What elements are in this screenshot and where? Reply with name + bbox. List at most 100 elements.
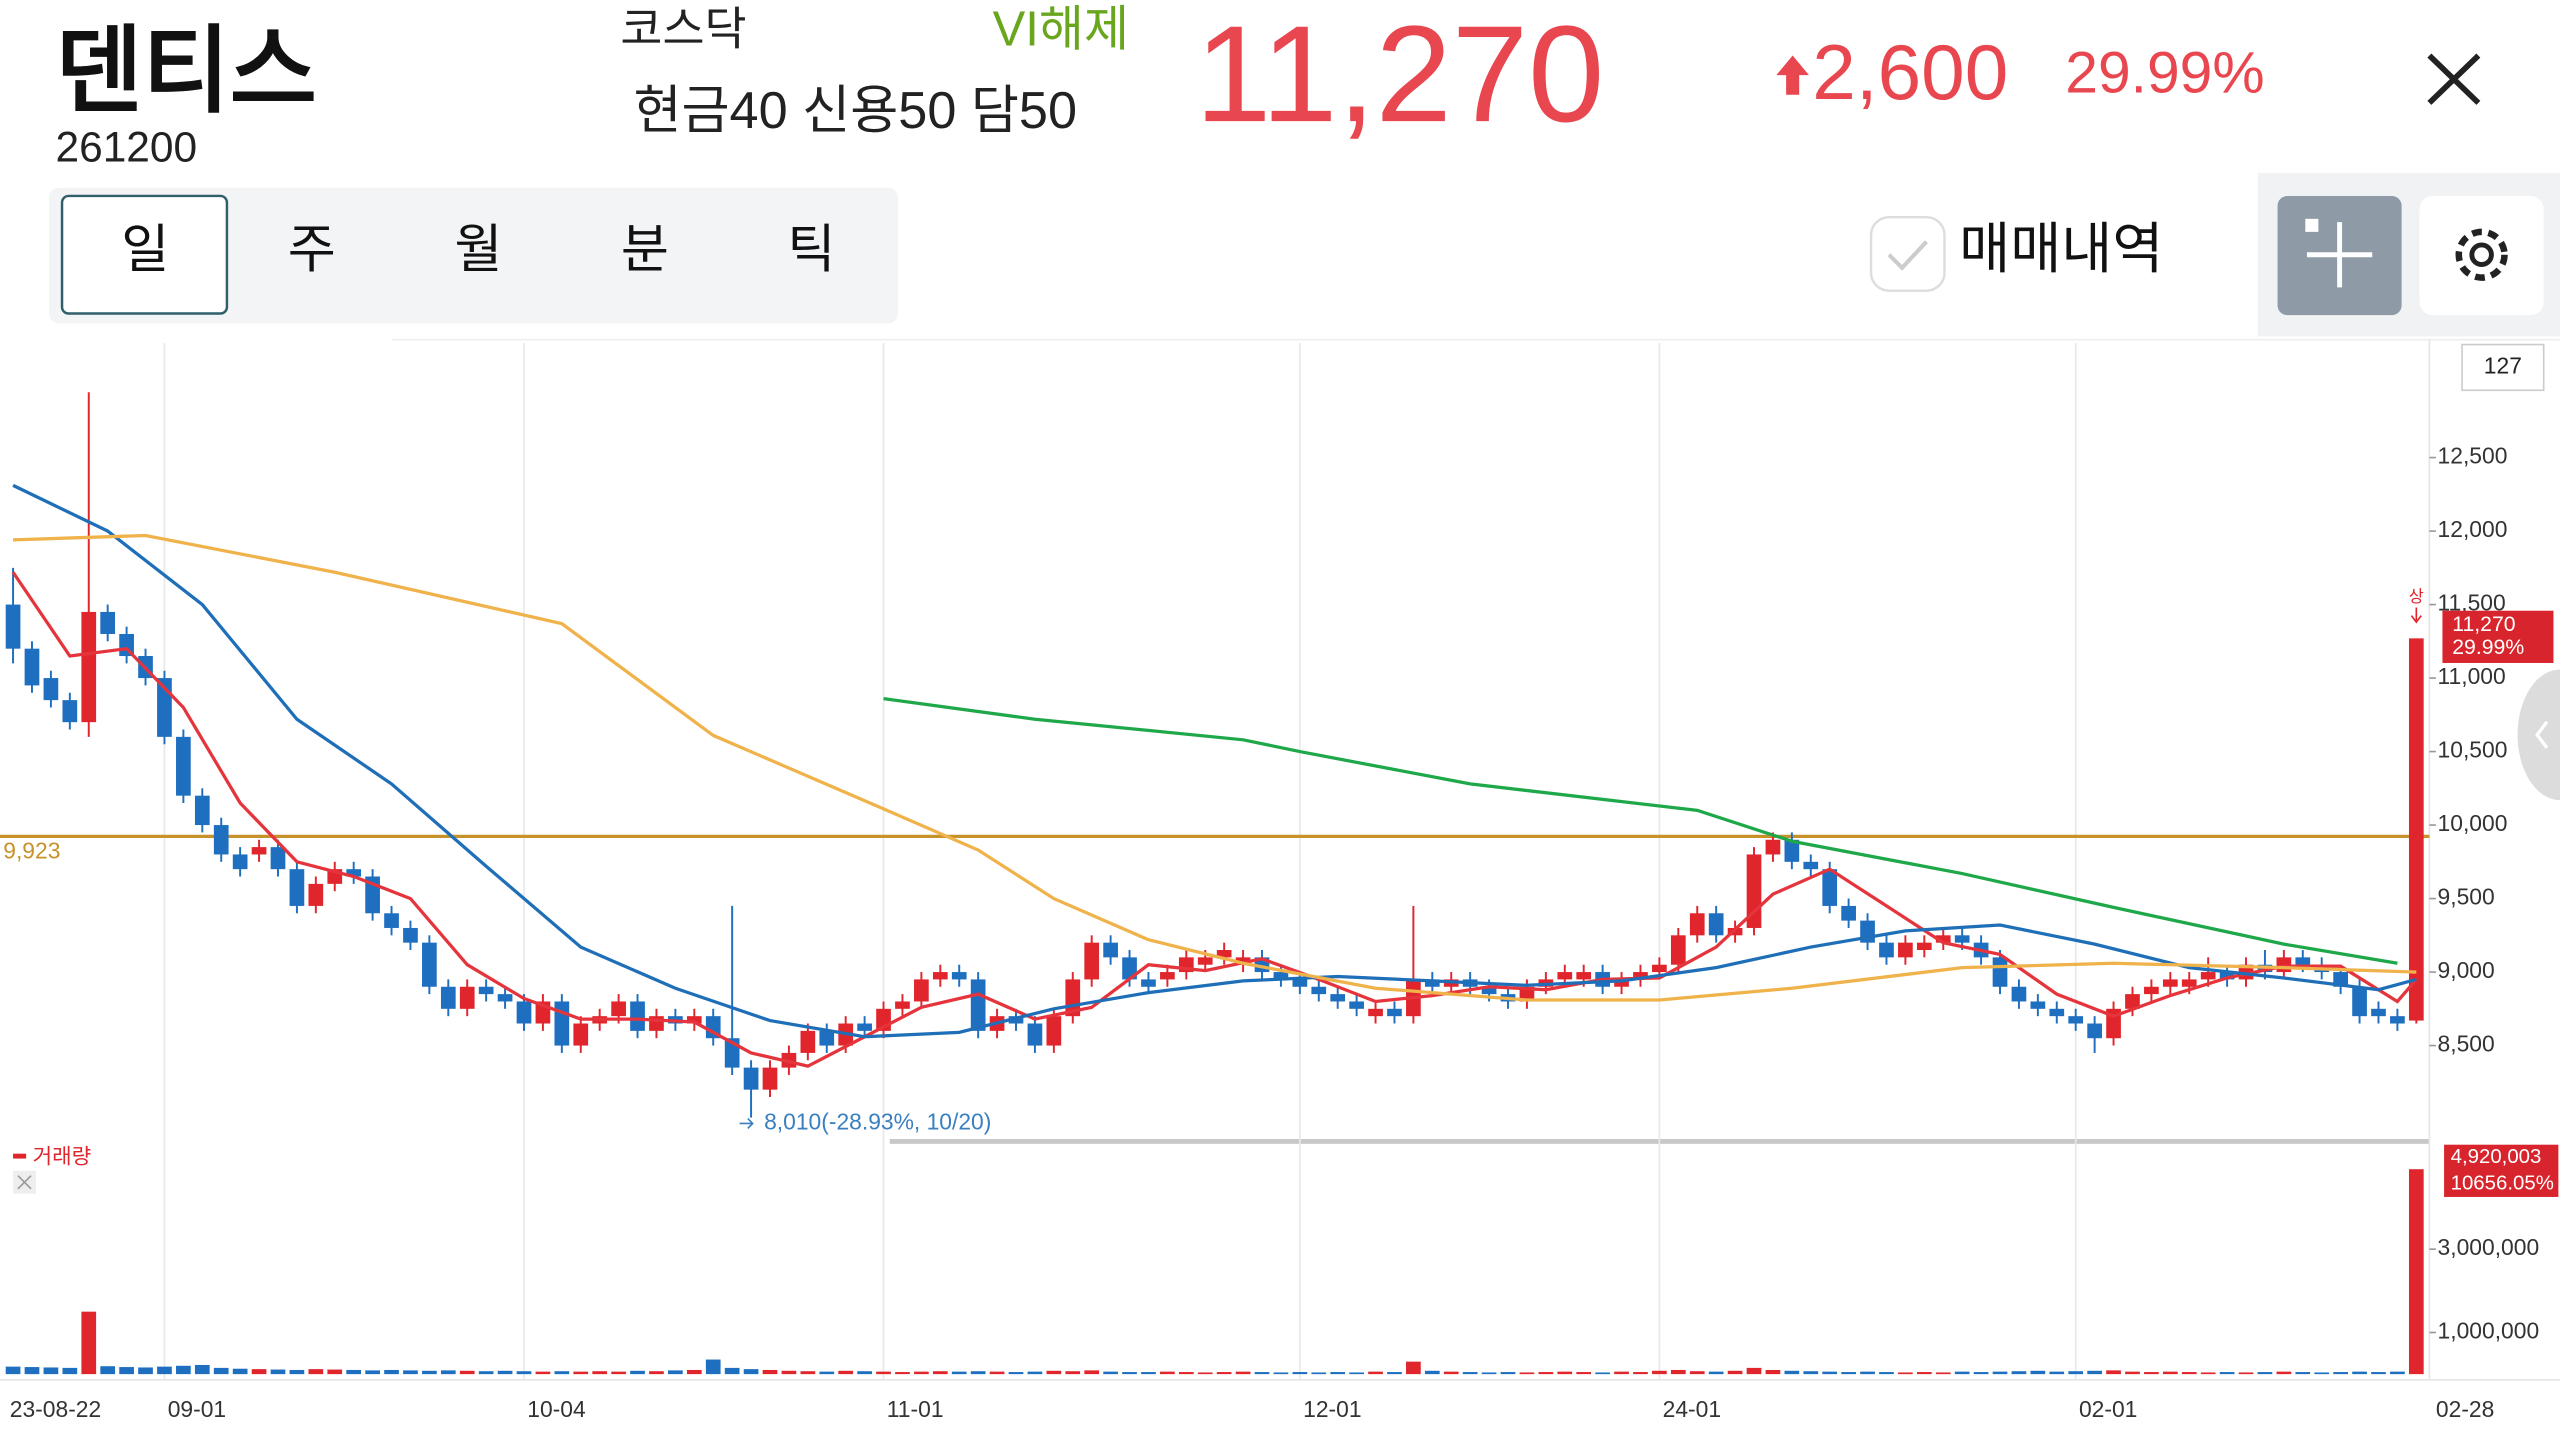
candle-body [1424, 979, 1440, 987]
tab[interactable]: 분 [621, 221, 669, 279]
volume-bar [1084, 1370, 1100, 1375]
volume-bar [724, 1367, 740, 1375]
candle-body [24, 648, 40, 686]
volume-bar [1992, 1371, 2008, 1375]
candle-body [1273, 972, 1289, 980]
volume-bar [2352, 1371, 2367, 1375]
x-tick-label: 10-04 [527, 1396, 586, 1422]
volume-bar [2030, 1370, 2046, 1375]
candle-body [951, 972, 967, 980]
volume-bar [1746, 1367, 1762, 1375]
candle-body [1216, 950, 1232, 958]
volume-bar [2333, 1372, 2348, 1375]
x-tick-label: 11-01 [887, 1396, 944, 1422]
tab-selected[interactable] [60, 194, 229, 315]
settings-button[interactable] [2419, 195, 2544, 316]
price-tag-price: 11,270 [2452, 613, 2515, 636]
trade-history-label[interactable]: 매매내역 [1959, 218, 2163, 280]
volume-bar [743, 1369, 759, 1375]
volume-bar [1027, 1371, 1043, 1375]
volume-bar [1500, 1372, 1516, 1375]
candle-body [459, 986, 475, 1009]
volume-bar [1614, 1371, 1629, 1375]
tab[interactable]: 틱 [787, 221, 835, 279]
volume-bar [705, 1359, 721, 1375]
candle-body [573, 1023, 589, 1046]
volume-bar [327, 1369, 343, 1375]
volume-bar [2011, 1371, 2027, 1375]
volume-bar [989, 1371, 1005, 1375]
candle-body [213, 825, 229, 855]
volume-bar [459, 1370, 475, 1375]
candle-body [100, 611, 116, 634]
candle-count: 127 [2484, 352, 2522, 378]
volume-bar [819, 1371, 835, 1375]
y-tick-label: 10,000 [2438, 810, 2508, 836]
candle-body [270, 847, 286, 870]
volume-bar [308, 1369, 324, 1375]
tab-bar [48, 187, 898, 324]
count-box [2461, 343, 2545, 392]
candle-body [422, 942, 437, 987]
candle-body [762, 1067, 778, 1090]
x-tick-label: 02-01 [2079, 1396, 2137, 1422]
price-tag [2442, 610, 2554, 663]
candle-body [1084, 942, 1100, 980]
volume-bar [251, 1369, 267, 1375]
price: 11,270 [1195, 0, 1604, 151]
volume-bar [1973, 1372, 1989, 1375]
candle-body [516, 1001, 532, 1024]
volume-bar [1841, 1372, 1856, 1375]
candle-body [1803, 861, 1819, 870]
volume-bar [2068, 1371, 2084, 1375]
tab[interactable]: 월 [454, 221, 502, 279]
candle-body [2390, 1016, 2405, 1024]
volume-bar [2200, 1372, 2216, 1375]
volume-bar [1368, 1371, 1383, 1375]
candle-body [1368, 1008, 1383, 1017]
candle-body [440, 986, 456, 1009]
volume-bar [1860, 1371, 1875, 1375]
candle-body [2352, 986, 2367, 1017]
volume-tag-value: 4,920,003 [2451, 1146, 2542, 1168]
up-arrow [1776, 55, 1809, 95]
volume-bar [838, 1370, 854, 1375]
candle-body [308, 883, 324, 906]
volume-bar [1254, 1372, 1270, 1375]
checkbox[interactable] [1869, 215, 1946, 292]
low-annotation: 8,010(-28.93%, 10/20) [764, 1109, 991, 1135]
close-button[interactable] [2427, 53, 2481, 105]
volume-bar [289, 1369, 305, 1375]
volume-bar [1065, 1371, 1081, 1375]
volume-bar [2181, 1372, 2197, 1375]
candle-body [1349, 1001, 1364, 1009]
candle-body [403, 927, 418, 943]
volume-bar [2162, 1371, 2178, 1375]
candle-body [1954, 935, 1970, 943]
moving-average [13, 533, 2417, 1002]
volume-bar [914, 1371, 929, 1375]
x-tick-label: 09-01 [168, 1396, 226, 1422]
candle-body [1841, 905, 1856, 921]
candle-body [1916, 942, 1932, 951]
volume-bar [478, 1371, 494, 1375]
volume-bar [857, 1371, 872, 1375]
volume-bar [1595, 1372, 1610, 1375]
volume-bar [1273, 1372, 1289, 1375]
candle-body [1898, 942, 1913, 958]
volume-bar [138, 1367, 153, 1375]
volume-bar [2238, 1372, 2254, 1375]
tab[interactable]: 일 [121, 221, 169, 279]
candle-body [819, 1030, 835, 1046]
volume-bar [1689, 1371, 1705, 1375]
volume-bar [2049, 1371, 2065, 1375]
candle-body [1765, 839, 1781, 855]
volume-bar [1557, 1371, 1573, 1375]
candle-body [857, 1023, 872, 1031]
margin-info: 현금40 신용50 담50 [633, 82, 1077, 140]
volume-bar [232, 1368, 248, 1375]
candle-body [1103, 942, 1118, 958]
volume-bar [403, 1370, 418, 1375]
tab[interactable]: 주 [288, 221, 336, 279]
volume-bar [516, 1371, 532, 1375]
